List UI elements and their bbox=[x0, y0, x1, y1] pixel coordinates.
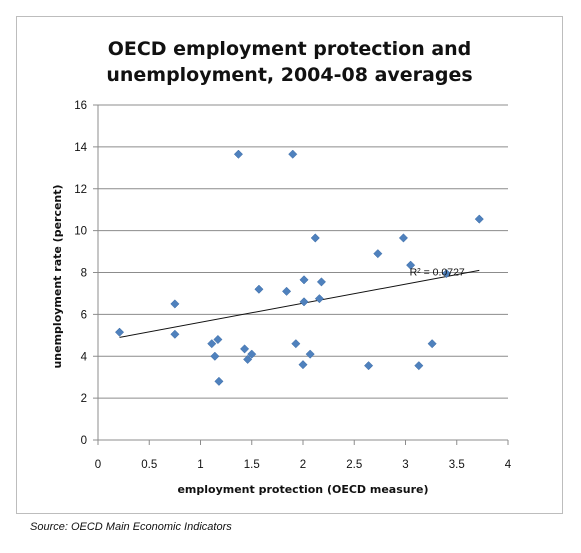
data-point bbox=[373, 249, 383, 259]
y-tick-label: 2 bbox=[81, 393, 87, 405]
x-tick-label: 0.5 bbox=[141, 459, 157, 471]
axes bbox=[97, 105, 509, 445]
data-point bbox=[364, 361, 374, 371]
y-tick-label: 0 bbox=[81, 435, 87, 447]
trendline bbox=[119, 269, 480, 338]
data-point bbox=[427, 339, 437, 349]
data-point bbox=[282, 286, 292, 296]
data-point bbox=[474, 214, 484, 224]
x-tick-label: 1 bbox=[197, 459, 203, 471]
y-tick-label: 4 bbox=[81, 351, 88, 363]
x-tick-label: 3 bbox=[402, 459, 408, 471]
x-tick-label: 1.5 bbox=[244, 459, 260, 471]
y-tick-label: 12 bbox=[74, 184, 87, 196]
data-point bbox=[310, 233, 320, 243]
data-point bbox=[170, 329, 180, 339]
data-point bbox=[233, 149, 243, 159]
gridlines bbox=[93, 104, 508, 441]
data-point bbox=[213, 334, 223, 345]
data-points bbox=[114, 149, 484, 386]
data-point bbox=[254, 284, 264, 294]
y-tick-label: 10 bbox=[74, 226, 87, 238]
y-tick-label: 14 bbox=[74, 142, 87, 154]
data-point bbox=[298, 360, 308, 370]
x-tick-label: 0 bbox=[95, 459, 101, 471]
data-point bbox=[210, 351, 220, 361]
chart-title-line-2: unemployment, 2004-08 averages bbox=[106, 64, 473, 86]
source-note: Source: OECD Main Economic Indicators bbox=[30, 521, 232, 533]
data-point bbox=[214, 376, 224, 386]
x-tick-label: 2.5 bbox=[346, 459, 362, 471]
data-point bbox=[406, 260, 416, 270]
x-tick-label: 3.5 bbox=[449, 459, 465, 471]
data-point bbox=[441, 268, 452, 279]
data-point bbox=[414, 361, 424, 371]
x-axis-label: employment protection (OECD measure) bbox=[177, 483, 428, 496]
data-point bbox=[316, 277, 327, 287]
data-point bbox=[247, 349, 257, 359]
data-point bbox=[398, 233, 409, 243]
chart-title-line-1: OECD employment protection and bbox=[107, 38, 472, 60]
y-axis-label: unemployment rate (percent) bbox=[51, 184, 64, 368]
x-tick-label: 2 bbox=[300, 459, 306, 471]
x-tick-label: 4 bbox=[505, 459, 512, 471]
data-point bbox=[207, 339, 217, 349]
data-point bbox=[314, 294, 324, 304]
data-point bbox=[305, 349, 315, 359]
data-point bbox=[114, 327, 125, 337]
r-squared-annotation: R² = 0.0727 bbox=[410, 266, 465, 278]
trendline-group bbox=[119, 269, 480, 338]
chart-frame bbox=[16, 16, 563, 514]
y-tick-label: 8 bbox=[81, 268, 87, 280]
data-point bbox=[170, 299, 180, 309]
y-tick-label: 16 bbox=[74, 100, 87, 112]
x-tick-labels: 0 0.5 1 1.5 2 2.5 3 3.5 4 bbox=[95, 459, 512, 471]
data-point bbox=[291, 339, 301, 349]
data-point bbox=[299, 275, 309, 285]
chart-title: OECD employment protection and unemploym… bbox=[16, 36, 563, 88]
data-point bbox=[288, 149, 298, 159]
y-tick-labels: 0 2 4 6 8 10 12 14 16 bbox=[74, 100, 87, 447]
y-tick-label: 6 bbox=[81, 309, 87, 321]
data-point bbox=[240, 344, 250, 354]
data-point bbox=[299, 297, 309, 307]
data-point bbox=[243, 354, 253, 364]
